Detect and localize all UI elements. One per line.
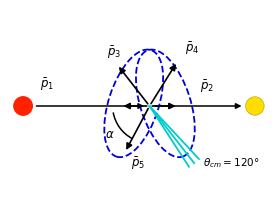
Text: $\bar{p}_4$: $\bar{p}_4$ — [185, 41, 200, 57]
Text: $\alpha$: $\alpha$ — [105, 128, 115, 141]
Circle shape — [14, 97, 32, 115]
Text: $\bar{p}_3$: $\bar{p}_3$ — [107, 44, 121, 61]
Text: $\bar{p}_2$: $\bar{p}_2$ — [200, 79, 215, 95]
Text: $\theta_{cm}=120°$: $\theta_{cm}=120°$ — [203, 156, 259, 170]
Text: $\bar{p}_1$: $\bar{p}_1$ — [40, 76, 54, 93]
Text: $\bar{p}_5$: $\bar{p}_5$ — [131, 155, 145, 172]
Circle shape — [246, 97, 264, 115]
